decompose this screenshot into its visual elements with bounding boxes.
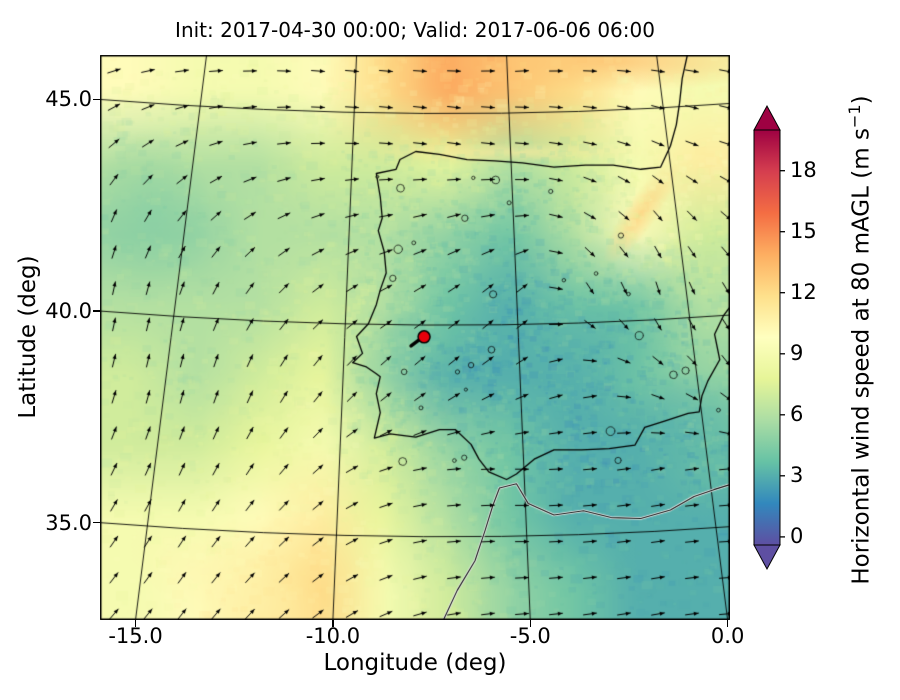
x-tickmark <box>529 620 531 627</box>
colorbar-tick-label: 15 <box>790 218 817 243</box>
colorbar-tick-label: 3 <box>790 462 804 487</box>
y-tick-label: 35.0 <box>45 510 92 535</box>
colorbar-tick-label: 18 <box>790 157 817 182</box>
colorbar-label: Horizontal wind speed at 80 mAGL (m s−1) <box>845 30 875 650</box>
y-tickmark <box>93 310 100 312</box>
plot-title: Init: 2017-04-30 00:00; Valid: 2017-06-0… <box>175 18 655 42</box>
x-tick-label: -15.0 <box>108 624 163 648</box>
colorbar-tick-label: 9 <box>790 340 804 365</box>
x-tick-label: -10.0 <box>305 624 361 648</box>
colorbar-tick-label: 0 <box>790 523 804 548</box>
x-tick-label: -5.0 <box>509 624 551 648</box>
y-tickmark <box>93 521 100 524</box>
colorbar-label-main: Horizontal wind speed at 80 mAGL (m s <box>848 128 875 585</box>
colorbar-cap-bottom <box>753 544 781 571</box>
y-tick-label: 40.0 <box>45 299 92 324</box>
colorbar-cap-top <box>753 104 781 131</box>
colorbar-tick-label: 12 <box>790 279 817 304</box>
colorbar-label-sup: −1 <box>845 104 864 129</box>
wind-speed-map <box>100 55 730 620</box>
colorbar-svg <box>753 104 785 571</box>
y-tickmark <box>93 98 100 101</box>
colorbar-gradient <box>753 129 781 546</box>
colorbar-tick-label: 6 <box>790 401 804 426</box>
x-tickmark <box>726 620 729 627</box>
x-tick-label: 0.0 <box>710 624 745 648</box>
colorbar <box>748 100 794 580</box>
colorbar-label-close: ) <box>848 95 875 105</box>
x-tickmark <box>332 620 334 627</box>
y-axis-label: Latitude (deg) <box>15 255 41 419</box>
y-tick-label: 45.0 <box>45 87 92 112</box>
x-axis-label: Longitude (deg) <box>323 650 507 676</box>
x-tickmark <box>134 620 137 627</box>
